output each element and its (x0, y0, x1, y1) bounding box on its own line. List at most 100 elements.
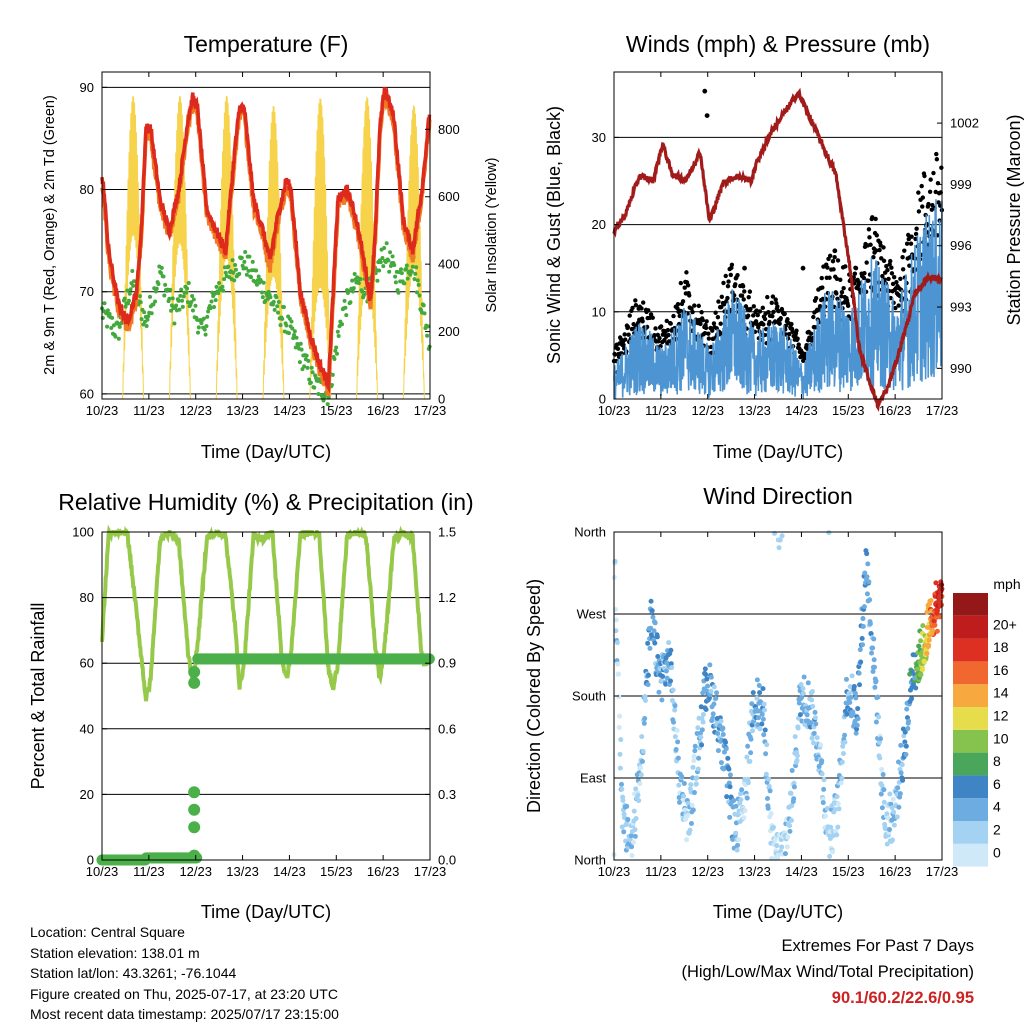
direction-point (884, 841, 890, 847)
direction-point (663, 668, 669, 674)
direction-point (698, 704, 704, 710)
dewpoint-point (105, 308, 110, 313)
wind-ytick-label: 10 (592, 304, 606, 319)
direction-point (649, 608, 655, 614)
gust-point (640, 319, 645, 324)
gust-point (762, 316, 768, 322)
gust-point (827, 275, 832, 280)
direction-point (617, 751, 623, 757)
direction-point (663, 681, 669, 687)
gust-point (890, 281, 896, 287)
direction-point (700, 711, 706, 717)
direction-point (645, 682, 651, 688)
dewpoint-point (107, 311, 112, 316)
humidity-line (100, 524, 432, 702)
wind-xtick-label: 10/23 (598, 403, 631, 418)
direction-point (881, 799, 887, 805)
gust-point (745, 313, 751, 318)
gust-point (939, 165, 944, 170)
direction-point (879, 783, 885, 789)
dewpoint-point (161, 274, 166, 279)
dewpoint-point (154, 286, 159, 291)
dewpoint-point (310, 370, 315, 375)
gust-point (927, 189, 933, 194)
temperature-title: Temperature (F) (184, 31, 349, 57)
humidity-xtick-label: 10/23 (86, 864, 119, 879)
direction-point (877, 755, 883, 761)
direction-point (731, 798, 737, 804)
humidity-x-axis-label: Time (Day/UTC) (201, 902, 331, 922)
direction-point (714, 690, 720, 696)
wind-xtick-label: 15/23 (832, 403, 865, 418)
gust-point (931, 170, 936, 176)
gust-point (761, 322, 766, 327)
gust-point (719, 304, 724, 310)
gust-point (776, 308, 781, 314)
gust-point (777, 321, 782, 326)
direction-point (819, 771, 825, 777)
dewpoint-point (425, 324, 430, 329)
direction-point (633, 815, 639, 821)
direction-point (642, 694, 648, 700)
dewpoint-point (223, 270, 228, 275)
direction-point (862, 570, 868, 576)
gust-point (692, 303, 697, 308)
gust-point (704, 319, 709, 324)
dewpoint-point (127, 291, 132, 296)
direction-point (805, 680, 811, 686)
direction-point (614, 640, 620, 646)
direction-point (791, 784, 797, 790)
direction-point (903, 751, 909, 757)
wind-direction-panel: Wind Direction NorthEastSouthWestNorth10… (524, 483, 1021, 922)
precip-point (188, 849, 201, 862)
gust-point (789, 321, 794, 327)
gust-point (676, 321, 682, 327)
direction-point (735, 842, 741, 848)
gust-point (684, 270, 689, 275)
dewpoint-point (243, 249, 248, 254)
gust-point (675, 302, 681, 307)
direction-point (850, 712, 856, 718)
direction-point (619, 786, 625, 792)
color-legend-swatch (953, 775, 988, 799)
direction-point (690, 764, 696, 770)
dewpoint-point (415, 278, 420, 283)
gust-point (723, 273, 728, 279)
temperature-y2tick-label: 400 (438, 257, 460, 272)
direction-point (826, 530, 832, 536)
direction-x-axis-label: Time (Day/UTC) (713, 902, 843, 922)
direction-point (827, 853, 833, 859)
dewpoint-point (325, 402, 330, 407)
gust-point (725, 283, 731, 289)
direction-point (884, 811, 890, 817)
gust-point (902, 248, 907, 253)
direction-point (864, 574, 870, 580)
dewpoint-point (220, 284, 225, 289)
dewpoint-point (202, 327, 207, 332)
direction-point (882, 826, 888, 832)
direction-point (639, 758, 645, 764)
direction-point (668, 678, 674, 684)
color-legend-swatch (953, 752, 988, 776)
direction-point (853, 730, 859, 736)
gust-point (747, 289, 753, 294)
dewpoint-point (275, 304, 280, 309)
wind-x-axis-label: Time (Day/UTC) (713, 442, 843, 462)
dewpoint-point (333, 348, 338, 353)
direction-point (696, 755, 702, 761)
dewpoint-point (169, 308, 174, 313)
gust-point (769, 300, 774, 306)
direction-point (824, 805, 830, 811)
direction-point (904, 706, 910, 712)
gust-point (817, 304, 823, 309)
dewpoint-point (378, 260, 383, 265)
direction-point (748, 750, 754, 756)
direction-point (873, 719, 879, 725)
dewpoint-point (294, 335, 299, 340)
gust-point (896, 303, 901, 308)
gust-point (894, 279, 899, 285)
dewpoint-point (278, 323, 283, 328)
temperature-y2tick-label: 800 (438, 122, 460, 137)
direction-point (800, 690, 806, 696)
direction-point (787, 828, 793, 834)
